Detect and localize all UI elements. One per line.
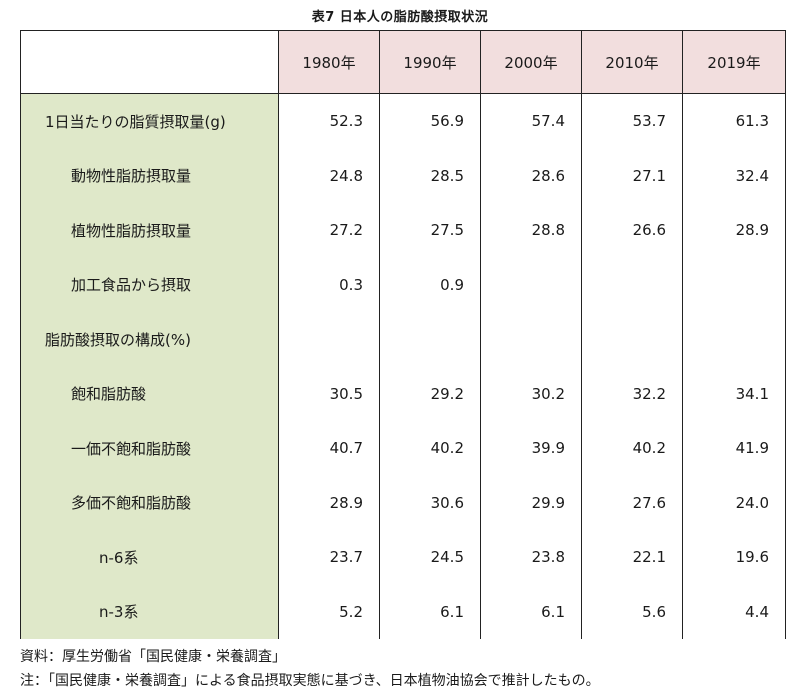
row-label-cell: 1日当たりの脂質摂取量(g): [20, 93, 279, 149]
value-cell: 28.9: [278, 475, 380, 530]
year-header: 2019年: [682, 30, 786, 94]
year-header: 1980年: [278, 30, 380, 94]
row-label-cell: 脂肪酸摂取の構成(%): [20, 312, 279, 367]
value-cell: [682, 312, 786, 367]
value-cell: 24.5: [379, 530, 481, 585]
table-row: 一価不飽和脂肪酸 40.7 40.2 39.9 40.2 41.9: [20, 421, 786, 476]
row-label-cell: 植物性脂肪摂取量: [20, 203, 279, 258]
value-cell: [379, 312, 481, 367]
value-cell: 30.6: [379, 475, 481, 530]
value-cell: 56.9: [379, 93, 481, 149]
value-cell: 4.4: [682, 584, 786, 639]
table-row: 脂肪酸摂取の構成(%): [20, 312, 786, 367]
value-cell: 34.1: [682, 366, 786, 421]
row-label: 多価不飽和脂肪酸: [71, 494, 192, 513]
source-note: 資料：厚生労働省「国民健康・栄養調査」: [20, 649, 286, 665]
row-label: 脂肪酸摂取の構成(%): [45, 330, 191, 349]
value-cell: 22.1: [581, 530, 683, 585]
value-cell: 61.3: [682, 93, 786, 149]
value-cell: 30.2: [480, 366, 582, 421]
value-cell: 41.9: [682, 421, 786, 476]
value-cell: 5.2: [278, 584, 380, 639]
value-cell: 53.7: [581, 93, 683, 149]
row-label: 植物性脂肪摂取量: [71, 221, 192, 240]
row-label: n-6系: [99, 548, 139, 567]
table-row: 1日当たりの脂質摂取量(g) 52.3 56.9 57.4 53.7 61.3: [20, 93, 786, 149]
value-cell: [581, 312, 683, 367]
value-cell: 27.1: [581, 148, 683, 203]
value-cell: 6.1: [379, 584, 481, 639]
value-cell: 30.5: [278, 366, 380, 421]
row-label: 一価不飽和脂肪酸: [71, 439, 192, 458]
value-cell: 28.8: [480, 203, 582, 258]
value-cell: 40.7: [278, 421, 380, 476]
estimation-note: 注：「国民健康・栄養調査」による食品摂取実態に基づき、日本植物油協会で推計したも…: [20, 673, 600, 689]
row-label-cell: 加工食品から摂取: [20, 257, 279, 312]
table-title: 表7 日本人の脂肪酸摂取状況: [311, 10, 489, 25]
row-label: n-3系: [99, 603, 139, 622]
row-label-cell: n-6系: [20, 530, 279, 585]
value-cell: 28.9: [682, 203, 786, 258]
value-cell: 28.6: [480, 148, 582, 203]
row-label: 加工食品から摂取: [71, 276, 192, 295]
table-row: 植物性脂肪摂取量 27.2 27.5 28.8 26.6 28.9: [20, 203, 786, 258]
year-header: 2000年: [480, 30, 582, 94]
value-cell: 0.3: [278, 257, 380, 312]
row-label-cell: 飽和脂肪酸: [20, 366, 279, 421]
row-label: 1日当たりの脂質摂取量(g): [45, 112, 226, 131]
value-cell: 27.6: [581, 475, 683, 530]
value-cell: 24.8: [278, 148, 380, 203]
value-cell: 27.2: [278, 203, 380, 258]
row-label: 飽和脂肪酸: [71, 385, 147, 404]
year-header: 1990年: [379, 30, 481, 94]
header-corner-cell: [20, 30, 279, 94]
table-row: 多価不飽和脂肪酸 28.9 30.6 29.9 27.6 24.0: [20, 475, 786, 530]
value-cell: 6.1: [480, 584, 582, 639]
value-cell: [480, 312, 582, 367]
table-row: 動物性脂肪摂取量 24.8 28.5 28.6 27.1 32.4: [20, 148, 786, 203]
header-row: 1980年 1990年 2000年 2010年 2019年: [20, 30, 786, 94]
value-cell: 39.9: [480, 421, 582, 476]
value-cell: 23.8: [480, 530, 582, 585]
value-cell: [581, 257, 683, 312]
value-cell: 26.6: [581, 203, 683, 258]
table-row: n-6系 23.7 24.5 23.8 22.1 19.6: [20, 530, 786, 585]
value-cell: 29.9: [480, 475, 582, 530]
footnotes: 資料：厚生労働省「国民健康・栄養調査」 注：「国民健康・栄養調査」による食品摂取…: [20, 645, 790, 693]
value-cell: 40.2: [379, 421, 481, 476]
fatty-acid-table: 1980年 1990年 2000年 2010年 2019年 1日当たりの脂質摂取…: [20, 30, 786, 639]
value-cell: 29.2: [379, 366, 481, 421]
year-header: 2010年: [581, 30, 683, 94]
table-row: n-3系 5.2 6.1 6.1 5.6 4.4: [20, 584, 786, 639]
value-cell: 5.6: [581, 584, 683, 639]
row-label-cell: 多価不飽和脂肪酸: [20, 475, 279, 530]
value-cell: [682, 257, 786, 312]
value-cell: 57.4: [480, 93, 582, 149]
value-cell: 32.2: [581, 366, 683, 421]
value-cell: 19.6: [682, 530, 786, 585]
value-cell: 27.5: [379, 203, 481, 258]
value-cell: 28.5: [379, 148, 481, 203]
row-label: 動物性脂肪摂取量: [71, 167, 192, 186]
value-cell: 0.9: [379, 257, 481, 312]
value-cell: 24.0: [682, 475, 786, 530]
row-label-cell: n-3系: [20, 584, 279, 639]
table-row: 飽和脂肪酸 30.5 29.2 30.2 32.2 34.1: [20, 366, 786, 421]
value-cell: 52.3: [278, 93, 380, 149]
value-cell: [480, 257, 582, 312]
value-cell: [278, 312, 380, 367]
value-cell: 23.7: [278, 530, 380, 585]
table-row: 加工食品から摂取 0.3 0.9: [20, 257, 786, 312]
row-label-cell: 一価不飽和脂肪酸: [20, 421, 279, 476]
value-cell: 40.2: [581, 421, 683, 476]
value-cell: 32.4: [682, 148, 786, 203]
row-label-cell: 動物性脂肪摂取量: [20, 148, 279, 203]
